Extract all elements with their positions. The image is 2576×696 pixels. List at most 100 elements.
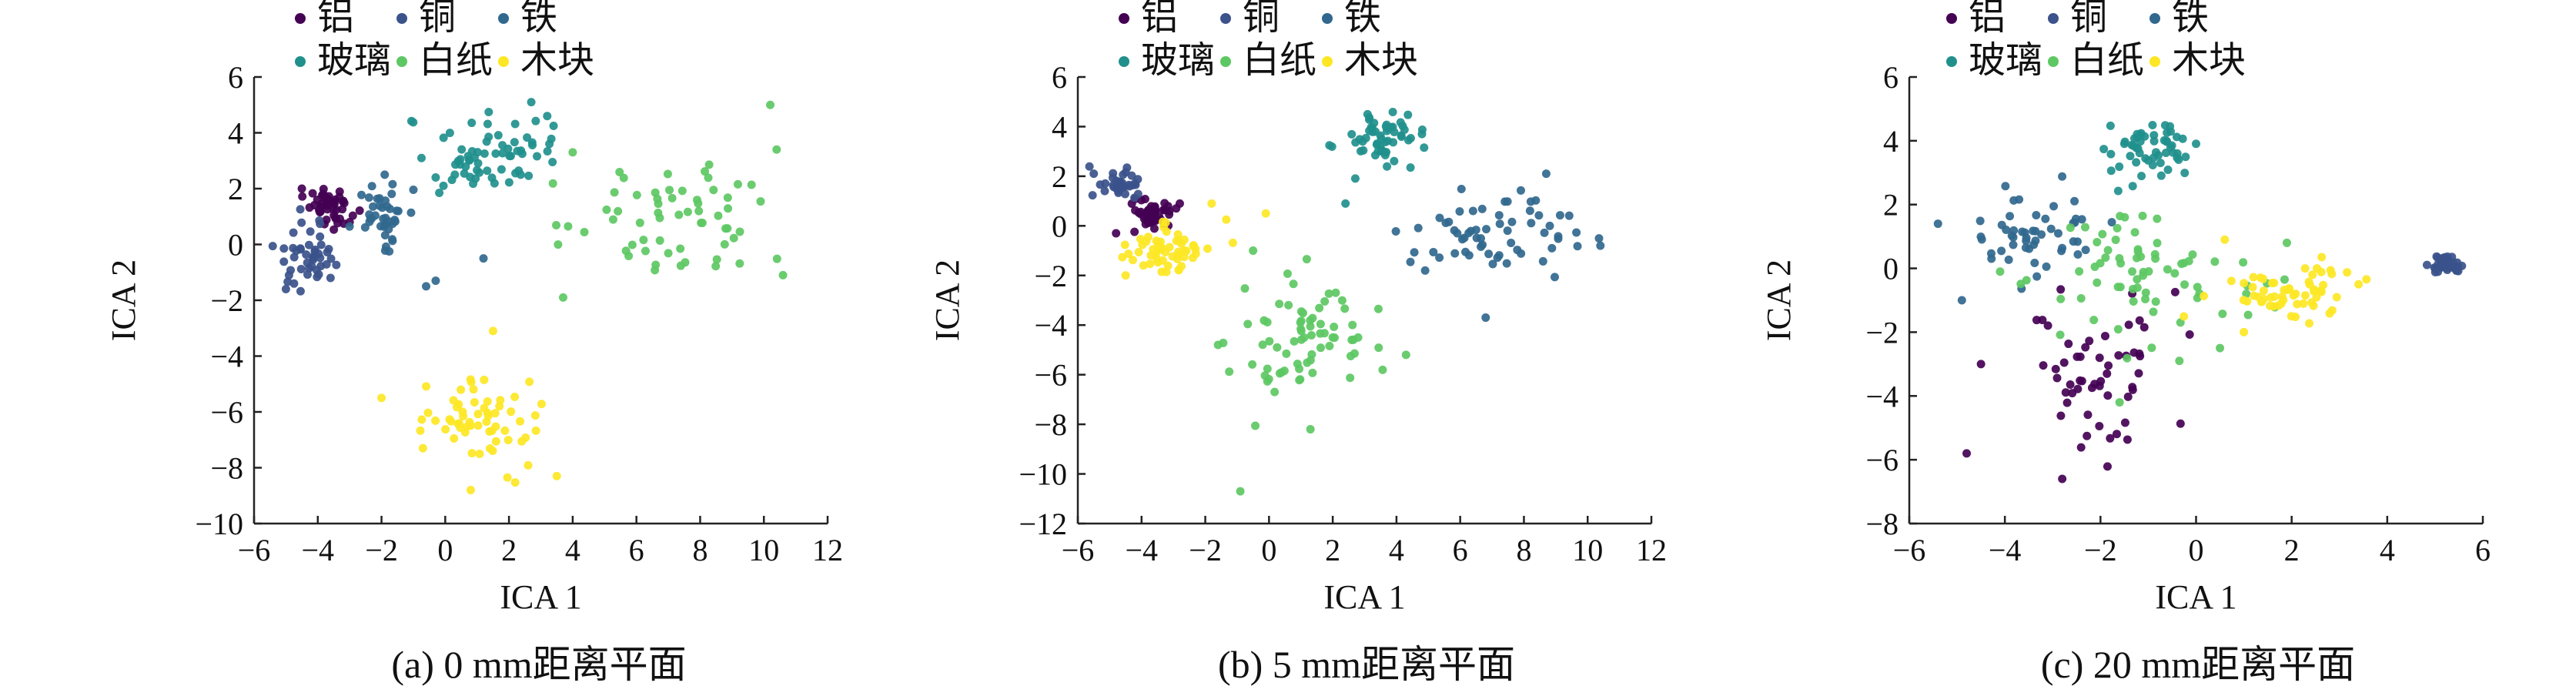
- point: [1228, 238, 1237, 247]
- point: [1547, 243, 1557, 253]
- point: [304, 240, 313, 249]
- point: [456, 423, 465, 432]
- point: [505, 152, 514, 161]
- point: [2022, 276, 2031, 285]
- point: [655, 213, 664, 223]
- y-tick-label: −6: [210, 395, 243, 430]
- point: [490, 179, 499, 188]
- point: [493, 131, 503, 140]
- point: [388, 179, 397, 189]
- y-tick-label: −2: [1034, 259, 1067, 293]
- point: [1976, 360, 1986, 369]
- point: [735, 227, 744, 236]
- point: [2083, 431, 2092, 440]
- point: [510, 478, 520, 487]
- point: [2043, 321, 2052, 330]
- point: [2075, 267, 2084, 276]
- point: [2239, 296, 2248, 305]
- point: [2180, 312, 2189, 321]
- point: [2151, 297, 2160, 306]
- point: [1296, 326, 1306, 336]
- point: [1088, 191, 1097, 200]
- point: [531, 116, 540, 125]
- point: [296, 205, 305, 214]
- point: [2133, 247, 2143, 256]
- point: [466, 375, 475, 384]
- point: [1127, 171, 1136, 180]
- point: [281, 285, 290, 293]
- point: [1382, 120, 1391, 129]
- point: [1594, 234, 1604, 243]
- x-tick-label: −2: [365, 533, 398, 567]
- point: [2098, 229, 2107, 239]
- point: [2248, 283, 2257, 292]
- point: [2200, 292, 2209, 301]
- point: [2216, 343, 2225, 353]
- point: [2280, 286, 2289, 295]
- point: [2240, 327, 2249, 336]
- point: [1306, 316, 1315, 325]
- legend-label: 玻璃: [1141, 40, 1215, 81]
- point: [2001, 182, 2010, 191]
- point: [510, 138, 519, 147]
- legend-marker: [396, 56, 407, 67]
- point: [1175, 199, 1184, 208]
- point: [2106, 433, 2115, 443]
- point: [1146, 259, 1155, 269]
- x-tick-label: 4: [565, 533, 580, 567]
- x-tick-label: 10: [748, 533, 779, 567]
- point: [2312, 293, 2321, 302]
- point: [2052, 373, 2062, 383]
- point: [537, 400, 546, 409]
- legend-label: 铁: [520, 0, 557, 38]
- point: [2073, 237, 2082, 246]
- point: [1484, 249, 1494, 259]
- point: [306, 227, 315, 236]
- point: [453, 156, 463, 166]
- point: [619, 173, 628, 182]
- point: [1283, 269, 1292, 279]
- point: [1545, 221, 1554, 230]
- point: [2106, 149, 2116, 159]
- point: [1213, 340, 1223, 350]
- point: [450, 170, 460, 179]
- point: [663, 169, 672, 179]
- point: [1133, 189, 1142, 199]
- point: [2257, 297, 2267, 306]
- point: [483, 397, 492, 406]
- point: [2123, 435, 2132, 444]
- point: [2240, 279, 2249, 288]
- point: [2030, 258, 2039, 267]
- legend-marker: [1322, 13, 1333, 24]
- point: [514, 166, 524, 176]
- x-tick-label: −6: [238, 533, 271, 567]
- point: [2115, 253, 2124, 263]
- point: [1258, 340, 1267, 350]
- point: [2032, 316, 2041, 325]
- point: [1435, 253, 1444, 263]
- point: [2006, 212, 2015, 221]
- point: [2130, 228, 2139, 237]
- point: [2085, 336, 2094, 346]
- point: [2089, 316, 2099, 325]
- y-tick-label: 6: [1052, 60, 1067, 95]
- point: [639, 236, 648, 245]
- point: [1282, 349, 1291, 358]
- point: [1933, 219, 1942, 229]
- point: [466, 421, 475, 430]
- point: [292, 246, 301, 256]
- point: [2107, 218, 2116, 227]
- point: [720, 239, 729, 249]
- point: [2081, 343, 2090, 352]
- point: [2289, 291, 2298, 300]
- point: [1284, 300, 1293, 310]
- point: [2300, 264, 2310, 273]
- point: [523, 133, 532, 142]
- point: [2096, 259, 2105, 268]
- point: [694, 206, 704, 216]
- point: [2149, 136, 2159, 146]
- point: [665, 186, 674, 195]
- point: [681, 258, 690, 267]
- point: [1350, 174, 1360, 183]
- point: [329, 206, 338, 215]
